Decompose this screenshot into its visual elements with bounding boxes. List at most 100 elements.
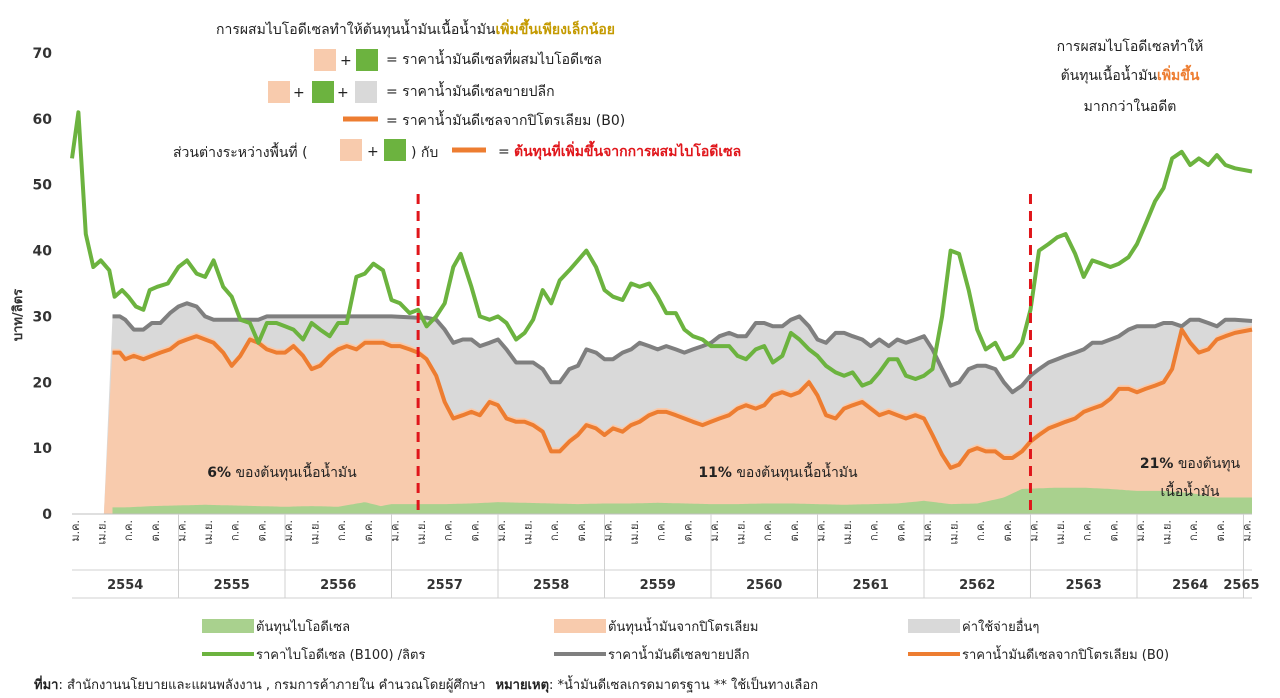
y-tick-label: 10 <box>33 441 53 457</box>
month-tick-label: ม.ค. <box>814 520 827 542</box>
legend-label: ราคาน้ำมันดีเซลขายปลีก <box>608 645 750 663</box>
month-tick-label: ก.ค. <box>1081 520 1094 541</box>
legend-label: ค่าใช้จ่ายอื่นๆ <box>962 618 1039 635</box>
footer-source-label: ที่มา <box>34 675 58 693</box>
legend-item: ราคาน้ำมันดีเซลขายปลีก <box>554 645 750 663</box>
year-tick-label: 2563 <box>1066 578 1102 593</box>
y-tick-label: 0 <box>42 507 52 523</box>
legend-label: ต้นทุนไบโอดีเซล <box>256 619 350 635</box>
month-tick-label: ม.ค. <box>282 520 295 542</box>
period2-pct: 11% <box>698 465 732 481</box>
month-tick-label: ก.ค. <box>335 520 348 541</box>
legend: ต้นทุนไบโอดีเซล ต้นทุนน้ำมันจากปิโตรเลียม… <box>202 617 1169 663</box>
footer-source-text: : สำนักงานนโยบายและแผนพลังงาน , กรมการค้… <box>58 677 485 693</box>
month-tick-label: เม.ย. <box>96 520 109 544</box>
month-tick-label: ก.ค. <box>229 520 242 541</box>
stacked-areas <box>103 303 1252 514</box>
svg-text:+: + <box>337 85 349 101</box>
month-tick-label: ก.ค. <box>974 520 987 541</box>
legend-label: ราคาน้ำมันดีเซลจากปิโตรเลียม (B0) <box>962 645 1169 663</box>
month-tick-label: ต.ค. <box>1001 520 1014 542</box>
month-tick-label: เม.ย. <box>841 520 854 544</box>
y-tick-label: 20 <box>33 375 53 391</box>
year-tick-label: 2554 <box>107 578 143 593</box>
month-tick-label: ต.ค. <box>681 520 694 542</box>
month-tick-label: ก.ค. <box>548 520 561 541</box>
year-tick-label: 2560 <box>746 578 782 593</box>
period-dividers <box>416 194 1032 514</box>
top-title-highlight: เพิ่มขึ้นเพียงเล็กน้อย <box>496 18 615 38</box>
year-tick-label: 2562 <box>959 578 995 593</box>
month-tick-label: เม.ย. <box>735 520 748 544</box>
y-tick-label: 30 <box>33 309 53 325</box>
y-axis-label: บาท/ลิตร <box>11 289 26 341</box>
month-tick-label: เม.ย. <box>415 520 428 544</box>
year-tick-label: 2558 <box>533 578 569 593</box>
y-axis-ticks: 0 10 20 30 40 50 60 70 <box>33 46 53 523</box>
month-tick-label: ก.ค. <box>1187 520 1200 541</box>
month-tick-label: ต.ค. <box>255 520 268 542</box>
month-tick-label: เม.ย. <box>309 520 322 544</box>
month-tick-label: ต.ค. <box>894 520 907 542</box>
right-line3: มากกว่าในอดีต <box>1084 98 1177 115</box>
svg-text:+: + <box>293 85 305 101</box>
svg-text:6% ของต้นทุนเนื้อน้ำมัน: 6% ของต้นทุนเนื้อน้ำมัน <box>207 462 357 481</box>
legend-swatch <box>202 619 254 633</box>
key4-eq: = <box>498 144 510 160</box>
key1-swatch-petro <box>314 49 336 71</box>
month-tick-label: ม.ค. <box>1240 520 1253 542</box>
line-b100-price <box>70 110 1253 388</box>
year-tick-label: 2565 <box>1223 578 1259 593</box>
year-tick-label: 2561 <box>853 578 889 593</box>
month-tick-label: ม.ค. <box>388 520 401 542</box>
right-line2-highlight: เพิ่มขึ้น <box>1157 64 1200 84</box>
month-tick-label: เม.ย. <box>522 520 535 544</box>
area-biodiesel-cost <box>112 487 1252 514</box>
month-tick-label: ก.ค. <box>122 520 135 541</box>
x-axis-grid <box>72 514 1252 599</box>
svg-text:11% ของต้นทุนเนื้อน้ำมัน: 11% ของต้นทุนเนื้อน้ำมัน <box>698 462 858 481</box>
month-tick-label: ม.ค. <box>495 520 508 542</box>
legend-item: ราคาน้ำมันดีเซลจากปิโตรเลียม (B0) <box>908 645 1169 663</box>
month-tick-label: ก.ค. <box>761 520 774 541</box>
month-tick-label: เม.ย. <box>628 520 641 544</box>
right-line1: การผสมไบโอดีเซลทำให้ <box>1057 38 1204 55</box>
legend-item: ค่าใช้จ่ายอื่นๆ <box>908 618 1039 635</box>
legend-item: ต้นทุนไบโอดีเซล <box>202 619 350 635</box>
month-tick-label: ต.ค. <box>149 520 162 542</box>
period3-line2: เนื้อน้ำมัน <box>1161 481 1220 500</box>
year-tick-label: 2559 <box>640 578 676 593</box>
legend-annotation: การผสมไบโอดีเซลทำให้ต้นทุนน้ำมันเนื้อน้ำ… <box>173 18 741 161</box>
month-tick-label: ม.ค. <box>708 520 721 542</box>
year-tick-label: 2557 <box>427 578 463 593</box>
svg-text:21% ของต้นทุน: 21% ของต้นทุน <box>1140 456 1241 472</box>
y-tick-label: 40 <box>33 244 53 260</box>
key4-mid: ) กับ <box>411 145 438 161</box>
period1-pct: 6% <box>207 465 231 481</box>
legend-label: ราคาไบโอดีเซล (B100) /ลิตร <box>256 647 425 663</box>
legend-swatch <box>554 619 606 633</box>
month-tick-label: ม.ค. <box>1134 520 1147 542</box>
key1-text: = ราคาน้ำมันดีเซลที่ผสมไบโอดีเซล <box>386 49 602 68</box>
period3-text: ของต้นทุน <box>1173 456 1240 472</box>
key3-text: = ราคาน้ำมันดีเซลจากปิโตรเลียม (B0) <box>386 110 625 129</box>
year-tick-label: 2564 <box>1172 578 1208 593</box>
key2-swatch-petro <box>268 81 290 103</box>
month-tick-label: ก.ค. <box>442 520 455 541</box>
right-line2-prefix: ต้นทุนเนื้อน้ำมัน <box>1061 65 1158 84</box>
key4-swatch-bio <box>384 139 406 161</box>
key2-swatch-bio <box>312 81 334 103</box>
month-tick-label: ต.ค. <box>1214 520 1227 542</box>
key4-prefix: ส่วนต่างระหว่างพื้นที่ ( <box>173 142 308 161</box>
line-b0-price <box>112 327 1253 470</box>
svg-text:+: + <box>340 53 352 69</box>
month-tick-label: ต.ค. <box>788 520 801 542</box>
month-tick-label: เม.ย. <box>1054 520 1067 544</box>
key4-result: ต้นทุนที่เพิ่มขึ้นจากการผสมไบโอดีเซล <box>514 140 741 160</box>
year-tick-label: 2556 <box>320 578 356 593</box>
month-tick-label: ก.ค. <box>655 520 668 541</box>
period2-text: ของต้นทุนเนื้อน้ำมัน <box>732 462 858 481</box>
month-tick-label: ต.ค. <box>362 520 375 542</box>
key4-swatch-petro <box>340 139 362 161</box>
legend-label: ต้นทุนน้ำมันจากปิโตรเลียม <box>608 617 758 635</box>
